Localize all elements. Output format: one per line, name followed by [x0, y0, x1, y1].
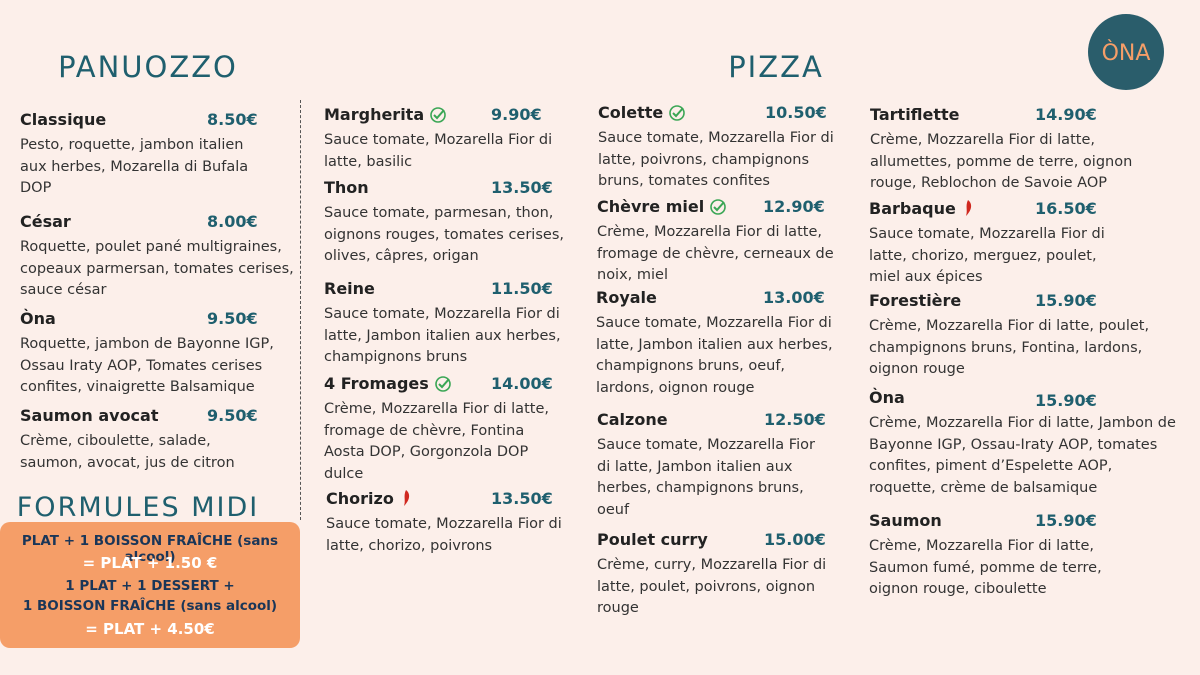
formule-line: = PLAT + 1.50 €: [82, 554, 218, 572]
item-name: Chèvre miel: [597, 197, 705, 216]
veggie-icon: [669, 105, 686, 121]
formule-line: 1 BOISSON FRAÎCHE (sans alcool): [22, 598, 278, 614]
item-description: Crème, Mozzarella Fior di latte, Jambon …: [869, 415, 1176, 496]
item-description: Roquette, poulet pané multigraines, cope…: [20, 239, 294, 298]
item-price: 8.50€: [207, 110, 258, 129]
menu-item: Forestière 15.90€ Crème, Mozzarella Fior d…: [869, 290, 1169, 381]
formule-line: PLAT + 1 BOISSON FRAÎCHE (sans alcool): [21, 533, 279, 565]
item-name: Calzone: [597, 410, 668, 429]
veggie-icon: [434, 376, 451, 392]
item-name: Tartiflette: [870, 105, 960, 124]
item-description: Crème, Mozzarella Fior di latte, Saumon …: [869, 538, 1102, 597]
item-description: Sauce tomate, Mozzarella Fior di latte, …: [326, 516, 562, 554]
item-price: 10.50€: [765, 103, 827, 122]
item-description: Sauce tomate, Mozarella Fior di latte, b…: [324, 132, 553, 170]
item-price: 15.90€: [1035, 291, 1097, 310]
spicy-icon: [403, 490, 409, 506]
item-name: Margherita: [324, 105, 425, 124]
menu-item: Saumon 15.90€ Crème, Mozzarella Fior di la…: [869, 510, 1119, 601]
item-description: Sauce tomate, parmesan, thon, oignons ro…: [324, 205, 564, 264]
menu-item: Òna 15.90€ Crème, Mozzarella Fior di latte…: [869, 387, 1179, 499]
item-price: 16.50€: [1035, 199, 1097, 218]
menu-item: Tartiflette 14.90€ Crème, Mozzarella Fior …: [870, 104, 1160, 195]
item-description: Crème, Mozzarella Fior di latte, poulet,…: [869, 318, 1150, 377]
item-description: Sauce tomate, Mozzarella Fior di latte, …: [598, 130, 834, 189]
item-description: Pesto, roquette, jambon italien aux herb…: [20, 137, 249, 196]
item-description: Sauce tomate, Mozzarella Fior di latte, …: [596, 315, 833, 396]
menu-item: Reine 11.50€ Sauce tomate, Mozzarella Fior…: [324, 278, 564, 369]
section-title: PIZZA: [728, 50, 824, 84]
item-price: 14.90€: [1035, 105, 1097, 124]
menu-item: Chorizo 13.50€ Sauce tomate, Mozzarella Fi…: [326, 488, 566, 557]
spicy-icon: [965, 200, 971, 216]
item-name: Saumon: [869, 511, 942, 530]
item-description: Crème, Mozzarella Fior di latte, fromage…: [597, 224, 834, 283]
item-name: Poulet curry: [597, 530, 708, 549]
item-name: Thon: [324, 178, 369, 197]
item-description: Sauce tomate, Mozzarella Fior di latte, …: [597, 437, 815, 518]
menu-item: Calzone 12.50€ Sauce tomate, Mozzarella Fi…: [597, 409, 832, 521]
item-name: Barbaque: [869, 199, 956, 218]
item-name: Classique: [20, 110, 107, 129]
menu-item: Margherita 9.90€ Sauce tomate, Mozarella F…: [324, 104, 564, 173]
item-name: Chorizo: [326, 489, 394, 508]
item-description: Sauce tomate, Mozzarella Fior di latte, …: [869, 226, 1105, 285]
logo-text: ÒNA: [1102, 40, 1151, 66]
item-price: 12.50€: [764, 410, 826, 429]
item-name: César: [20, 212, 71, 231]
item-price: 15.90€: [1035, 391, 1097, 410]
item-name: Òna: [20, 309, 56, 328]
menu-item: Saumon avocat 9.50€ Crème, ciboulette, sal…: [20, 405, 260, 474]
item-name: 4 Fromages: [324, 374, 429, 393]
item-name: Royale: [596, 288, 657, 307]
formule-line: = PLAT + 4.50€: [85, 620, 215, 638]
item-description: Crème, curry, Mozzarella Fior di latte, …: [597, 557, 827, 616]
item-name: Forestière: [869, 291, 962, 310]
menu-item: Thon 13.50€ Sauce tomate, parmesan, thon, …: [324, 177, 564, 268]
item-description: Crème, Mozzarella Fior di latte, fromage…: [324, 401, 549, 482]
item-name: Saumon avocat: [20, 406, 159, 425]
item-price: 15.90€: [1035, 511, 1097, 530]
formule-line: 1 PLAT + 1 DESSERT +: [65, 578, 235, 594]
item-name: Reine: [324, 279, 375, 298]
item-name: Òna: [869, 388, 905, 407]
menu-item: Barbaque 16.50€ Sauce tomate, Mozzarella F…: [869, 198, 1109, 289]
item-price: 9.50€: [207, 309, 258, 328]
menu-item: Poulet curry 15.00€ Crème, curry, Mozzarel…: [597, 529, 837, 620]
item-description: Sauce tomate, Mozzarella Fior di latte, …: [324, 306, 561, 365]
item-price: 11.50€: [491, 279, 553, 298]
item-description: Roquette, jambon de Bayonne IGP, Ossau I…: [20, 336, 274, 395]
item-price: 13.50€: [491, 489, 553, 508]
item-name: Colette: [598, 103, 664, 122]
item-price: 12.90€: [763, 197, 825, 216]
section-title: PANUOZZO: [58, 50, 238, 84]
menu-item: Chèvre miel 12.90€ Crème, Mozzarella Fior …: [597, 196, 845, 287]
section-title: FORMULES MIDI: [16, 492, 260, 523]
item-price: 14.00€: [491, 374, 553, 393]
item-price: 15.00€: [764, 530, 826, 549]
divider: [300, 100, 301, 520]
item-price: 8.00€: [207, 212, 258, 231]
item-price: 9.90€: [491, 105, 542, 124]
menu-item: Òna 9.50€ Roquette, jambon de Bayonne IGP,…: [20, 308, 300, 399]
menu-item: Classique 8.50€ Pesto, roquette, jambon it…: [20, 109, 300, 200]
logo: ÒNA: [1088, 14, 1164, 90]
menu-item: Colette 10.50€ Sauce tomate, Mozzarella Fi…: [598, 102, 846, 193]
item-description: Crème, Mozzarella Fior di latte, allumet…: [870, 132, 1133, 191]
veggie-icon: [430, 107, 446, 123]
item-description: Crème, ciboulette, salade, saumon, avoca…: [20, 433, 235, 471]
item-price: 9.50€: [207, 406, 258, 425]
item-price: 13.50€: [491, 178, 553, 197]
veggie-icon: [710, 199, 727, 215]
menu-item: 4 Fromages 14.00€ Crème, Mozzarella Fior d…: [324, 373, 564, 485]
menu-item: César 8.00€ Roquette, poulet pané multigra…: [20, 211, 300, 302]
item-price: 13.00€: [763, 288, 825, 307]
menu-item: Royale 13.00€ Sauce tomate, Mozzarella Fio…: [596, 287, 846, 399]
formules-box: PLAT + 1 BOISSON FRAÎCHE (sans alcool) =…: [0, 522, 300, 648]
